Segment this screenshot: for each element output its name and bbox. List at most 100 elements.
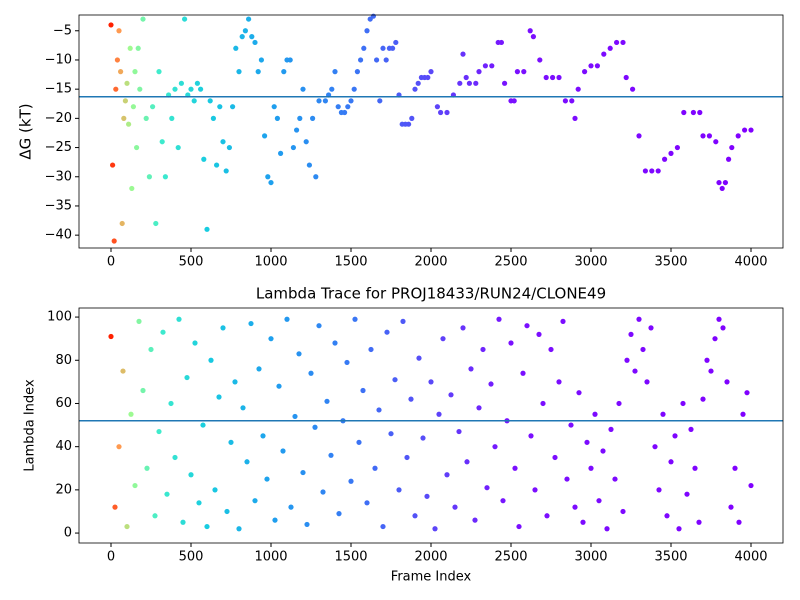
x-tick-label: 3000: [574, 255, 607, 270]
point: [136, 318, 142, 324]
point: [126, 121, 132, 127]
x-tick-label: 0: [107, 255, 115, 270]
point: [232, 379, 238, 385]
y-tick-label: 100: [47, 310, 72, 325]
point: [268, 336, 274, 342]
point: [648, 325, 654, 331]
point: [194, 80, 200, 86]
point: [143, 115, 149, 121]
point: [140, 387, 146, 394]
y-tick-label: 60: [55, 396, 72, 411]
point: [204, 523, 210, 530]
point: [124, 80, 130, 86]
point: [444, 109, 450, 116]
point: [690, 109, 697, 116]
point: [383, 57, 389, 63]
point: [156, 69, 162, 75]
point: [220, 325, 226, 331]
point: [214, 162, 220, 168]
point: [520, 370, 526, 376]
point: [262, 133, 268, 139]
point: [708, 368, 714, 374]
point: [700, 133, 706, 139]
point: [116, 28, 122, 34]
point: [332, 340, 338, 346]
point: [242, 28, 248, 34]
point: [704, 357, 710, 363]
point: [406, 121, 412, 127]
point: [636, 316, 642, 322]
point: [425, 74, 431, 81]
point: [388, 431, 394, 437]
point: [521, 69, 527, 75]
point: [182, 16, 188, 22]
point: [700, 396, 706, 402]
point: [287, 57, 293, 63]
point: [420, 435, 426, 441]
point: [368, 346, 374, 353]
x-tick-label: 1500: [334, 255, 367, 270]
x-tick-label: 4000: [734, 550, 767, 565]
point: [496, 316, 502, 322]
point: [332, 69, 338, 75]
point: [473, 80, 479, 86]
point: [122, 98, 128, 104]
point: [716, 179, 722, 186]
point: [592, 411, 598, 417]
point: [303, 139, 309, 145]
point: [374, 57, 380, 63]
point: [310, 115, 316, 121]
point: [306, 162, 312, 168]
point: [560, 318, 566, 324]
point: [176, 316, 182, 322]
point: [132, 69, 138, 75]
y-tick-label: 40: [55, 439, 72, 454]
point: [372, 465, 378, 471]
x-tick-label: 2500: [494, 550, 527, 565]
point: [436, 411, 442, 417]
point: [216, 394, 222, 400]
point: [248, 320, 254, 327]
point: [674, 144, 681, 151]
point: [108, 22, 114, 28]
point: [162, 174, 168, 180]
point: [268, 179, 274, 186]
point: [516, 523, 522, 530]
point: [312, 424, 318, 430]
point: [296, 351, 302, 357]
point: [297, 115, 303, 121]
point: [276, 383, 282, 389]
point: [457, 80, 463, 86]
point: [748, 482, 754, 489]
point: [393, 39, 399, 46]
point: [192, 340, 198, 346]
y-axis-label: ΔG (kT): [17, 103, 35, 159]
point: [376, 407, 382, 413]
y-tick-label: −30: [45, 169, 72, 184]
point: [642, 168, 649, 174]
point: [729, 144, 735, 151]
point: [188, 86, 194, 92]
point: [620, 508, 626, 515]
point: [400, 318, 406, 324]
point: [114, 57, 120, 63]
point: [255, 69, 261, 75]
point: [511, 98, 517, 104]
point: [207, 98, 213, 104]
x-tick-label: 1500: [334, 550, 367, 565]
point: [233, 45, 239, 51]
point: [328, 452, 334, 458]
point: [191, 98, 197, 104]
point: [175, 144, 181, 151]
point: [644, 379, 650, 385]
point: [322, 98, 328, 104]
point: [230, 104, 236, 110]
point: [342, 109, 348, 116]
y-tick-label: 80: [55, 353, 72, 368]
point: [249, 34, 255, 40]
point: [236, 526, 242, 532]
point: [460, 325, 466, 331]
point: [732, 465, 738, 471]
point: [152, 513, 158, 519]
point: [600, 448, 606, 454]
